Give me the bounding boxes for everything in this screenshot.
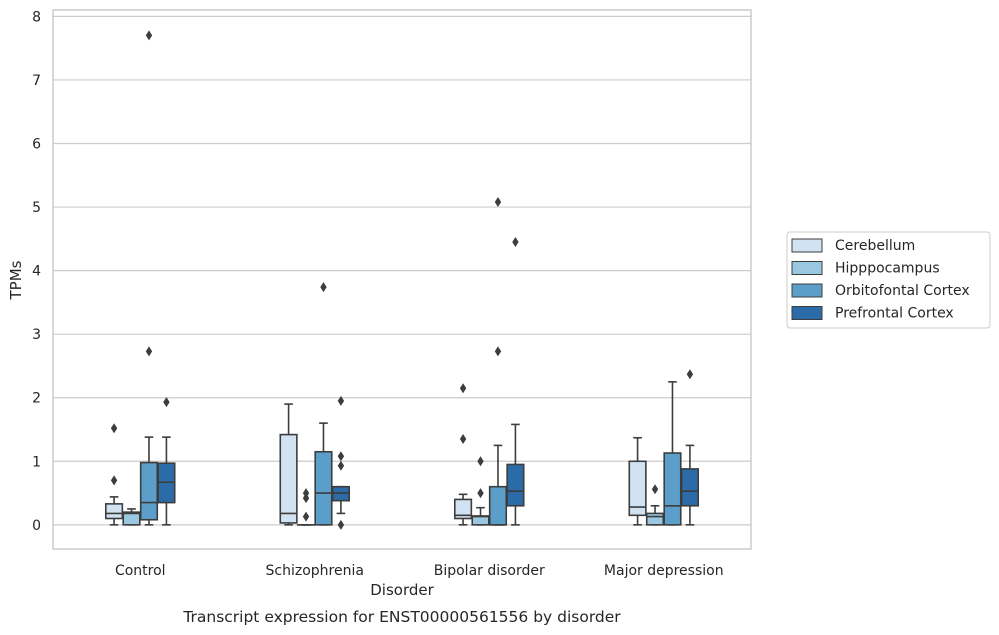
boxes bbox=[104, 30, 700, 530]
y-tick-label: 2 bbox=[32, 391, 41, 407]
outlier-point bbox=[494, 196, 502, 207]
outlier-point bbox=[337, 519, 345, 530]
box-hipppocampus bbox=[122, 508, 141, 526]
outlier-point bbox=[651, 484, 659, 495]
box-body bbox=[488, 485, 508, 526]
legend-swatch bbox=[791, 306, 823, 320]
y-tick-label: 5 bbox=[32, 200, 41, 216]
box-orbitofontal-cortex bbox=[488, 196, 508, 526]
box-body bbox=[645, 512, 665, 526]
box-cerebellum bbox=[628, 436, 647, 526]
legend-label: Orbitofontal Cortex bbox=[835, 283, 970, 299]
y-tick-label: 8 bbox=[32, 9, 41, 25]
outlier-point bbox=[110, 475, 118, 486]
y-tick-label: 4 bbox=[32, 264, 41, 280]
x-tick-label: Control bbox=[115, 563, 166, 579]
figure-caption: Transcript expression for ENST0000056155… bbox=[182, 608, 621, 626]
y-tick-label: 1 bbox=[32, 454, 41, 470]
outlier-point bbox=[337, 395, 345, 406]
box-hipppocampus bbox=[471, 456, 490, 526]
box-cerebellum bbox=[453, 383, 473, 526]
box-body bbox=[139, 461, 159, 521]
y-tick-label: 3 bbox=[32, 327, 41, 343]
outlier-point bbox=[337, 460, 345, 471]
x-tick-label: Bipolar disorder bbox=[434, 563, 545, 579]
box-cerebellum bbox=[279, 403, 298, 526]
box-orbitofontal-cortex bbox=[139, 30, 159, 526]
legend-swatch bbox=[791, 283, 823, 298]
outlier-point bbox=[477, 488, 484, 499]
box-body bbox=[506, 463, 525, 507]
outlier-point bbox=[145, 346, 153, 357]
box-orbitofontal-cortex bbox=[663, 381, 682, 526]
outlier-point bbox=[302, 511, 310, 522]
gridlines bbox=[53, 15, 751, 526]
legend-swatch bbox=[791, 261, 823, 275]
box-body bbox=[680, 468, 700, 507]
outlier-point bbox=[337, 451, 345, 462]
y-tick-label: 7 bbox=[32, 73, 41, 89]
legend-label: Prefrontal Cortex bbox=[835, 306, 954, 322]
y-tick-label: 0 bbox=[32, 518, 41, 534]
outlier-point bbox=[459, 383, 467, 394]
outlier-point bbox=[110, 423, 118, 434]
outlier-point bbox=[320, 282, 327, 293]
box-prefrontal-cortex bbox=[157, 397, 176, 526]
legend-label: Cerebellum bbox=[835, 238, 915, 254]
outlier-point bbox=[494, 346, 502, 357]
box-body bbox=[453, 498, 473, 520]
y-axis-label: TPMs bbox=[7, 260, 25, 300]
legend: Cerebellum Hipppocampus Orbitofontal Corte… bbox=[786, 231, 991, 329]
box-prefrontal-cortex bbox=[331, 395, 351, 530]
x-axis-ticks: Control Schizophrenia Bipolar disorder Majo… bbox=[115, 563, 724, 579]
outlier-point bbox=[477, 456, 484, 467]
box-prefrontal-cortex bbox=[680, 369, 700, 526]
legend-frame bbox=[786, 231, 991, 329]
legend-swatch bbox=[791, 238, 823, 253]
outlier-point bbox=[686, 369, 694, 380]
outlier-point bbox=[302, 493, 310, 504]
box-prefrontal-cortex bbox=[506, 236, 525, 526]
box-body bbox=[104, 503, 124, 520]
box-body bbox=[663, 452, 682, 526]
outlier-point bbox=[145, 30, 153, 41]
box-body bbox=[314, 450, 333, 526]
outlier-point bbox=[163, 397, 170, 408]
y-tick-label: 6 bbox=[32, 136, 41, 152]
x-tick-label: Schizophrenia bbox=[266, 563, 364, 579]
box-body bbox=[279, 433, 298, 524]
box-hipppocampus bbox=[645, 484, 665, 526]
plot-frame bbox=[52, 9, 752, 550]
x-axis-label: Disorder bbox=[370, 581, 434, 599]
legend-label: Hipppocampus bbox=[835, 261, 940, 277]
box-orbitofontal-cortex bbox=[314, 282, 333, 526]
x-tick-label: Major depression bbox=[604, 563, 724, 579]
box-body bbox=[628, 460, 647, 517]
box-body bbox=[122, 511, 141, 526]
outlier-point bbox=[302, 488, 310, 499]
outlier-point bbox=[459, 434, 467, 445]
outlier-point bbox=[512, 236, 519, 247]
box-hipppocampus bbox=[296, 488, 316, 526]
box-cerebellum bbox=[104, 423, 124, 526]
y-axis-ticks: 0 1 2 3 4 5 6 7 8 bbox=[32, 9, 41, 533]
